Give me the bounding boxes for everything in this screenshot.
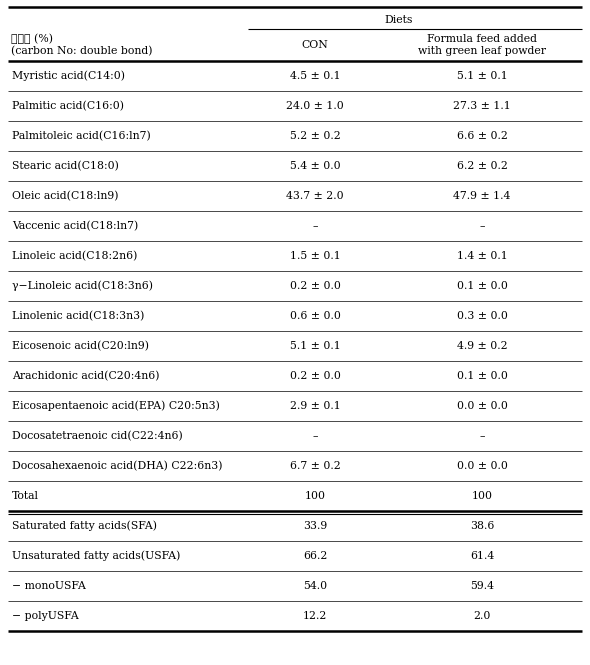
Text: Eicosapentaenoic acid(EPA) C20:5n3): Eicosapentaenoic acid(EPA) C20:5n3) <box>12 401 220 411</box>
Text: γ−Linoleic acid(C18:3n6): γ−Linoleic acid(C18:3n6) <box>12 281 153 291</box>
Text: 0.1 ± 0.0: 0.1 ± 0.0 <box>457 371 507 381</box>
Text: Total: Total <box>12 491 39 501</box>
Text: − monoUSFA: − monoUSFA <box>12 581 86 591</box>
Text: Oleic acid(C18:ln9): Oleic acid(C18:ln9) <box>12 191 119 201</box>
Text: (carbon No: double bond): (carbon No: double bond) <box>11 46 152 56</box>
Text: 27.3 ± 1.1: 27.3 ± 1.1 <box>453 101 511 111</box>
Text: 33.9: 33.9 <box>303 521 327 531</box>
Text: 1.5 ± 0.1: 1.5 ± 0.1 <box>290 251 340 261</box>
Text: with green leaf powder: with green leaf powder <box>418 46 546 56</box>
Text: 6.7 ± 0.2: 6.7 ± 0.2 <box>290 461 340 471</box>
Text: 5.4 ± 0.0: 5.4 ± 0.0 <box>290 161 340 171</box>
Text: Stearic acid(C18:0): Stearic acid(C18:0) <box>12 161 119 171</box>
Text: Docosatetraenoic cid(C22:4n6): Docosatetraenoic cid(C22:4n6) <box>12 431 183 441</box>
Text: 6.2 ± 0.2: 6.2 ± 0.2 <box>457 161 507 171</box>
Text: 4.9 ± 0.2: 4.9 ± 0.2 <box>457 341 507 351</box>
Text: 59.4: 59.4 <box>470 581 494 591</box>
Text: 2.9 ± 0.1: 2.9 ± 0.1 <box>290 401 340 411</box>
Text: Linolenic acid(C18:3n3): Linolenic acid(C18:3n3) <box>12 311 145 321</box>
Text: 66.2: 66.2 <box>303 551 327 561</box>
Text: Formula feed added: Formula feed added <box>427 34 537 44</box>
Text: 0.1 ± 0.0: 0.1 ± 0.0 <box>457 281 507 291</box>
Text: 54.0: 54.0 <box>303 581 327 591</box>
Text: 0.6 ± 0.0: 0.6 ± 0.0 <box>290 311 340 321</box>
Text: Palmitic acid(C16:0): Palmitic acid(C16:0) <box>12 101 124 111</box>
Text: 38.6: 38.6 <box>470 521 494 531</box>
Text: –: – <box>479 221 485 231</box>
Text: 61.4: 61.4 <box>470 551 494 561</box>
Text: 43.7 ± 2.0: 43.7 ± 2.0 <box>286 191 344 201</box>
Text: 6.6 ± 0.2: 6.6 ± 0.2 <box>457 131 507 141</box>
Text: 0.2 ± 0.0: 0.2 ± 0.0 <box>290 281 340 291</box>
Text: 0.2 ± 0.0: 0.2 ± 0.0 <box>290 371 340 381</box>
Text: Palmitoleic acid(C16:ln7): Palmitoleic acid(C16:ln7) <box>12 131 151 141</box>
Text: Docosahexaenoic acid(DHA) C22:6n3): Docosahexaenoic acid(DHA) C22:6n3) <box>12 461 222 471</box>
Text: 5.1 ± 0.1: 5.1 ± 0.1 <box>457 71 507 81</box>
Text: Eicosenoic acid(C20:ln9): Eicosenoic acid(C20:ln9) <box>12 341 149 351</box>
Text: 5.1 ± 0.1: 5.1 ± 0.1 <box>290 341 340 351</box>
Text: 100: 100 <box>304 491 326 501</box>
Text: Vaccenic acid(C18:ln7): Vaccenic acid(C18:ln7) <box>12 221 138 231</box>
Text: 4.5 ± 0.1: 4.5 ± 0.1 <box>290 71 340 81</box>
Text: 100: 100 <box>471 491 493 501</box>
Text: –: – <box>479 431 485 441</box>
Text: 47.9 ± 1.4: 47.9 ± 1.4 <box>453 191 511 201</box>
Text: Saturated fatty acids(SFA): Saturated fatty acids(SFA) <box>12 521 157 531</box>
Text: − polyUSFA: − polyUSFA <box>12 611 78 621</box>
Text: Arachidonic acid(C20:4n6): Arachidonic acid(C20:4n6) <box>12 371 159 381</box>
Text: 지방산 (%): 지방산 (%) <box>11 34 53 45</box>
Text: Diets: Diets <box>384 15 412 25</box>
Text: 5.2 ± 0.2: 5.2 ± 0.2 <box>290 131 340 141</box>
Text: Linoleic acid(C18:2n6): Linoleic acid(C18:2n6) <box>12 251 137 261</box>
Text: 2.0: 2.0 <box>473 611 491 621</box>
Text: 0.0 ± 0.0: 0.0 ± 0.0 <box>457 401 507 411</box>
Text: –: – <box>312 431 318 441</box>
Text: 0.0 ± 0.0: 0.0 ± 0.0 <box>457 461 507 471</box>
Text: Myristic acid(C14:0): Myristic acid(C14:0) <box>12 70 125 81</box>
Text: 1.4 ± 0.1: 1.4 ± 0.1 <box>457 251 507 261</box>
Text: CON: CON <box>301 40 329 50</box>
Text: 12.2: 12.2 <box>303 611 327 621</box>
Text: 24.0 ± 1.0: 24.0 ± 1.0 <box>286 101 344 111</box>
Text: 0.3 ± 0.0: 0.3 ± 0.0 <box>457 311 507 321</box>
Text: Unsaturated fatty acids(USFA): Unsaturated fatty acids(USFA) <box>12 551 181 561</box>
Text: –: – <box>312 221 318 231</box>
